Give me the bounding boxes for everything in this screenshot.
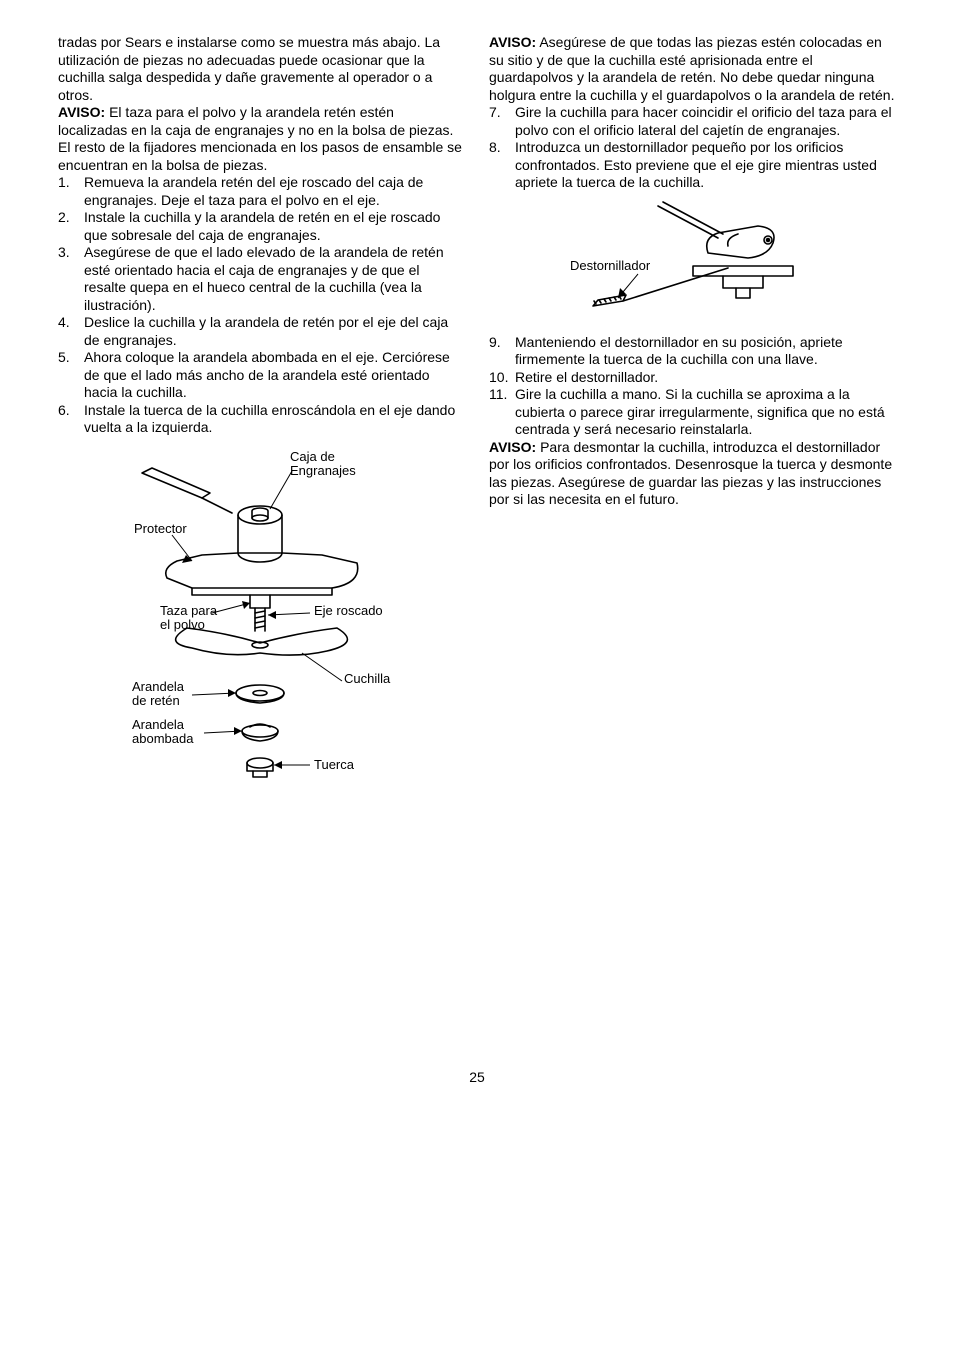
aviso-text: El taza para el polvo y la arandela reté… [58,104,462,173]
aviso-label: AVISO: [489,34,536,50]
label-arandela-reten-text: Arandelade retén [132,679,185,708]
label-arandela-abombada: Arandelaabombada [132,717,194,746]
step-text: Remueva la arandela retén del eje roscad… [84,174,465,209]
label-caja-text: Caja deEngranajes [290,449,356,478]
list-item: 5.Ahora coloque la arandela abombada en … [58,349,465,402]
step-number: 5. [58,349,84,402]
label-arandela-abombada-text: Arandelaabombada [132,717,194,746]
step-number: 2. [58,209,84,244]
column-right: AVISO: Asegúrese de que todas las piezas… [489,34,896,789]
list-item: 6.Instale la tuerca de la cuchilla enros… [58,402,465,437]
label-cuchilla: Cuchilla [344,671,391,686]
steps-1-6: 1.Remueva la arandela retén del eje rosc… [58,174,465,437]
step-number: 6. [58,402,84,437]
list-item: 2.Instale la cuchilla y la arandela de r… [58,209,465,244]
step-text: Introduzca un destornillador pequeño por… [515,139,896,192]
figure-assembly-exploded: Caja deEngranajes Protector Taza parael … [132,443,392,783]
step-number: 9. [489,334,515,369]
label-caja: Caja deEngranajes [290,449,356,478]
step-text: Asegúrese de que el lado elevado de la a… [84,244,465,314]
step-text: Ahora coloque la arandela abombada en el… [84,349,465,402]
aviso-left: AVISO: El taza para el polvo y la arande… [58,104,465,174]
page: tradas por Sears e instalarse como se mu… [0,0,954,1126]
aviso-text: Para desmontar la cuchilla, introduzca e… [489,439,892,508]
intro-paragraph: tradas por Sears e instalarse como se mu… [58,34,465,104]
list-item: 3.Asegúrese de que el lado elevado de la… [58,244,465,314]
step-number: 7. [489,104,515,139]
step-number: 4. [58,314,84,349]
steps-9-11: 9.Manteniendo el destornillador en su po… [489,334,896,439]
aviso-right-2: AVISO: Para desmontar la cuchilla, intro… [489,439,896,509]
label-taza-text: Taza parael polvo [160,603,218,632]
list-item: 10.Retire el destornillador. [489,369,896,387]
label-eje: Eje roscado [314,603,383,618]
step-text: Gire la cuchilla a mano. Si la cuchilla … [515,386,896,439]
column-left: tradas por Sears e instalarse como se mu… [58,34,465,789]
step-number: 8. [489,139,515,192]
step-number: 10. [489,369,515,387]
step-text: Deslice la cuchilla y la arandela de ret… [84,314,465,349]
aviso-text: Asegúrese de que todas las piezas estén … [489,34,895,103]
list-item: 1.Remueva la arandela retén del eje rosc… [58,174,465,209]
two-column-layout: tradas por Sears e instalarse como se mu… [58,34,896,789]
step-text: Instale la cuchilla y la arandela de ret… [84,209,465,244]
step-number: 11. [489,386,515,439]
label-taza: Taza parael polvo [160,603,218,632]
label-tuerca: Tuerca [314,757,355,772]
aviso-label: AVISO: [58,104,105,120]
step-number: 1. [58,174,84,209]
list-item: 4.Deslice la cuchilla y la arandela de r… [58,314,465,349]
label-protector: Protector [134,521,187,536]
aviso-right-1: AVISO: Asegúrese de que todas las piezas… [489,34,896,104]
step-text: Instale la tuerca de la cuchilla enroscá… [84,402,465,437]
page-number: 25 [58,1069,896,1087]
list-item: 8.Introduzca un destornillador pequeño p… [489,139,896,192]
step-text: Manteniendo el destornillador en su posi… [515,334,896,369]
label-destornillador: Destornillador [570,258,651,273]
list-item: 9.Manteniendo el destornillador en su po… [489,334,896,369]
aviso-label: AVISO: [489,439,536,455]
list-item: 7.Gire la cuchilla para hacer coincidir … [489,104,896,139]
figure-screwdriver-lock: Destornillador [568,198,818,328]
list-item: 11.Gire la cuchilla a mano. Si la cuchil… [489,386,896,439]
step-text: Retire el destornillador. [515,369,896,387]
step-text: Gire la cuchilla para hacer coincidir el… [515,104,896,139]
label-arandela-reten: Arandelade retén [132,679,185,708]
steps-7-8: 7.Gire la cuchilla para hacer coincidir … [489,104,896,192]
step-number: 3. [58,244,84,314]
